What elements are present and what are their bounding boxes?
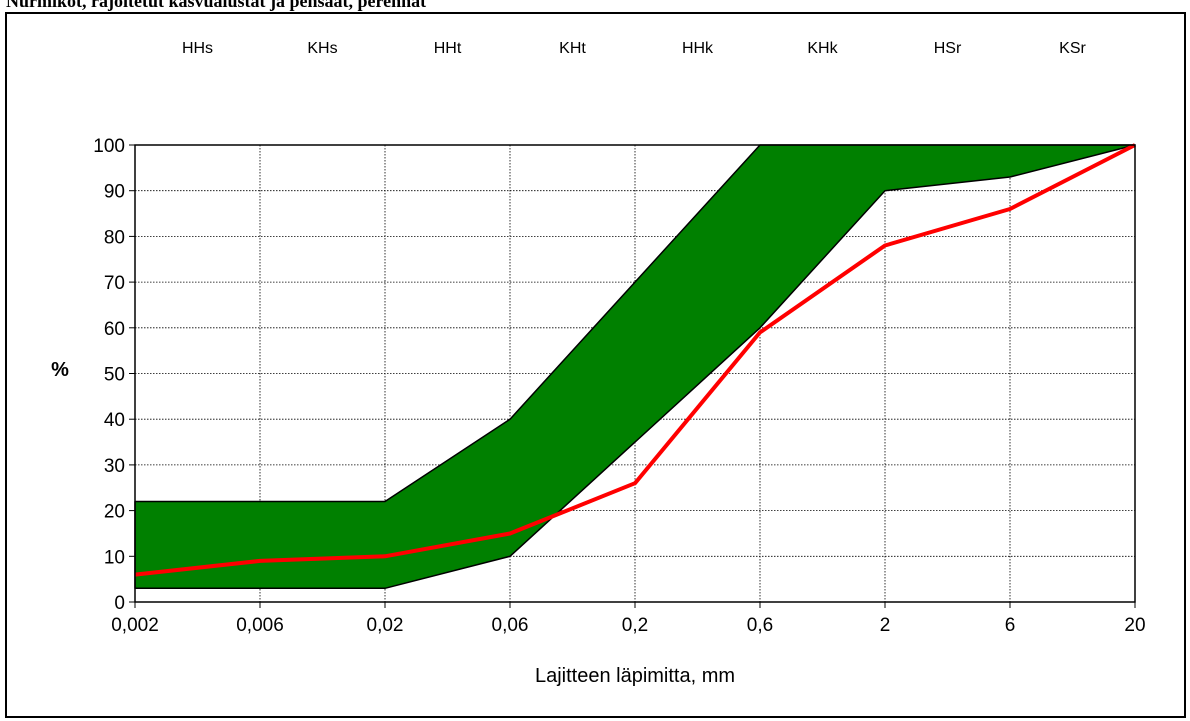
page-title: Nurmikot, rajoitetut kasvualustat ja pen… bbox=[6, 0, 427, 11]
y-tick-label-6: 60 bbox=[104, 319, 125, 340]
y-tick-label-4: 40 bbox=[104, 410, 125, 431]
y-tick-label-0: 0 bbox=[114, 593, 125, 614]
envelope-band bbox=[134, 144, 1136, 590]
y-tick-label-2: 20 bbox=[104, 502, 125, 523]
series-layer bbox=[134, 143, 1136, 577]
fraction-label-6: HSr bbox=[934, 40, 962, 57]
fraction-labels: HHs KHs HHt KHt HHk KHk HSr KSr bbox=[182, 40, 1087, 57]
y-tick-label-8: 80 bbox=[104, 227, 125, 248]
x-tick-label-1: 0,006 bbox=[236, 615, 284, 636]
chart-frame: 0 10 20 30 40 50 60 70 80 90 100 0,002 0,006 0,02 0,06… bbox=[5, 12, 1186, 718]
y-tick-label-10: 100 bbox=[93, 136, 125, 157]
x-tick-label-2: 0,02 bbox=[367, 615, 404, 636]
y-tick-label-9: 90 bbox=[104, 182, 125, 203]
fraction-label-3: KHt bbox=[559, 40, 586, 57]
x-tick-label-8: 20 bbox=[1124, 615, 1145, 636]
axes: 0 10 20 30 40 50 60 70 80 90 100 0,002 0,006 0,02 0,06… bbox=[93, 136, 1145, 636]
fraction-label-1: KHs bbox=[307, 40, 337, 57]
grading-chart: 0 10 20 30 40 50 60 70 80 90 100 0,002 0,006 0,02 0,06… bbox=[51, 40, 1145, 687]
y-tick-label-3: 30 bbox=[104, 456, 125, 477]
y-tick-label-7: 70 bbox=[104, 273, 125, 294]
fraction-label-4: HHk bbox=[682, 40, 714, 57]
x-axis-label: Lajitteen läpimitta, mm bbox=[535, 665, 735, 687]
x-tick-label-0: 0,002 bbox=[111, 615, 159, 636]
x-tick-label-3: 0,06 bbox=[492, 615, 529, 636]
x-tick-label-4: 0,2 bbox=[622, 615, 648, 636]
envelope-band-area bbox=[134, 144, 1136, 590]
x-tick-label-6: 2 bbox=[880, 615, 891, 636]
y-tick-label-5: 50 bbox=[104, 365, 125, 386]
y-tick-label-1: 10 bbox=[104, 547, 125, 568]
fraction-label-5: KHk bbox=[807, 40, 838, 57]
x-tick-label-7: 6 bbox=[1005, 615, 1016, 636]
x-tick-label-5: 0,6 bbox=[747, 615, 773, 636]
fraction-label-7: KSr bbox=[1059, 40, 1086, 57]
fraction-label-0: HHs bbox=[182, 40, 213, 57]
y-axis-label: % bbox=[51, 359, 69, 381]
fraction-label-2: HHt bbox=[434, 40, 462, 57]
series-line-0 bbox=[134, 143, 1136, 577]
